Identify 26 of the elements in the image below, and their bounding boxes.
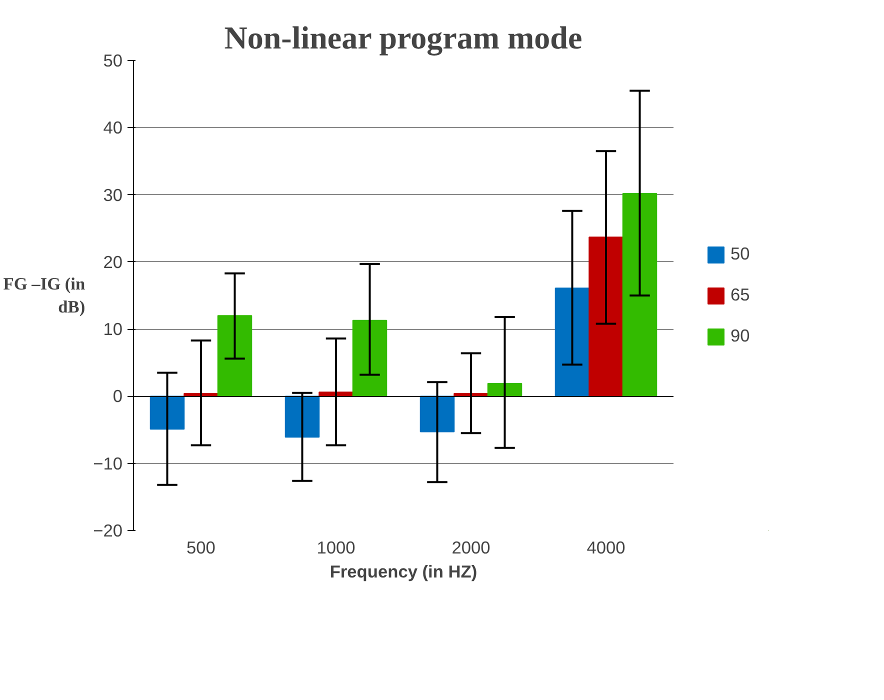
bar	[622, 192, 658, 397]
bar	[150, 396, 185, 430]
chart-title: Non-linear program mode	[224, 20, 582, 56]
legend-label: 65	[730, 284, 750, 306]
bar	[284, 396, 320, 438]
x-tick-label: 4000	[586, 538, 626, 558]
y-tick-label: 30	[103, 184, 123, 205]
y-tick-label: 10	[103, 319, 123, 340]
x-axis-title: Frequency (in HZ)	[330, 562, 478, 582]
legend-label: 50	[730, 244, 750, 264]
y-tick-label: 50	[103, 50, 123, 70]
y-tick-label: −10	[93, 453, 123, 474]
bar	[352, 320, 388, 397]
x-tick-label: 500	[186, 538, 216, 558]
bar	[420, 396, 455, 432]
y-tick-label: 0	[112, 386, 123, 406]
x-tick-label: 2000	[452, 538, 490, 558]
y-tick-label: 40	[103, 118, 123, 138]
legend-label: 90	[730, 326, 750, 346]
bar	[217, 315, 252, 397]
y-axis-title: FG –IG (in dB)	[3, 274, 86, 316]
y-tick-label: 20	[103, 252, 123, 272]
bar	[554, 288, 590, 397]
y-tick-label: −20	[93, 520, 123, 540]
bar	[588, 236, 624, 397]
x-tick-label: 1000	[316, 538, 356, 558]
